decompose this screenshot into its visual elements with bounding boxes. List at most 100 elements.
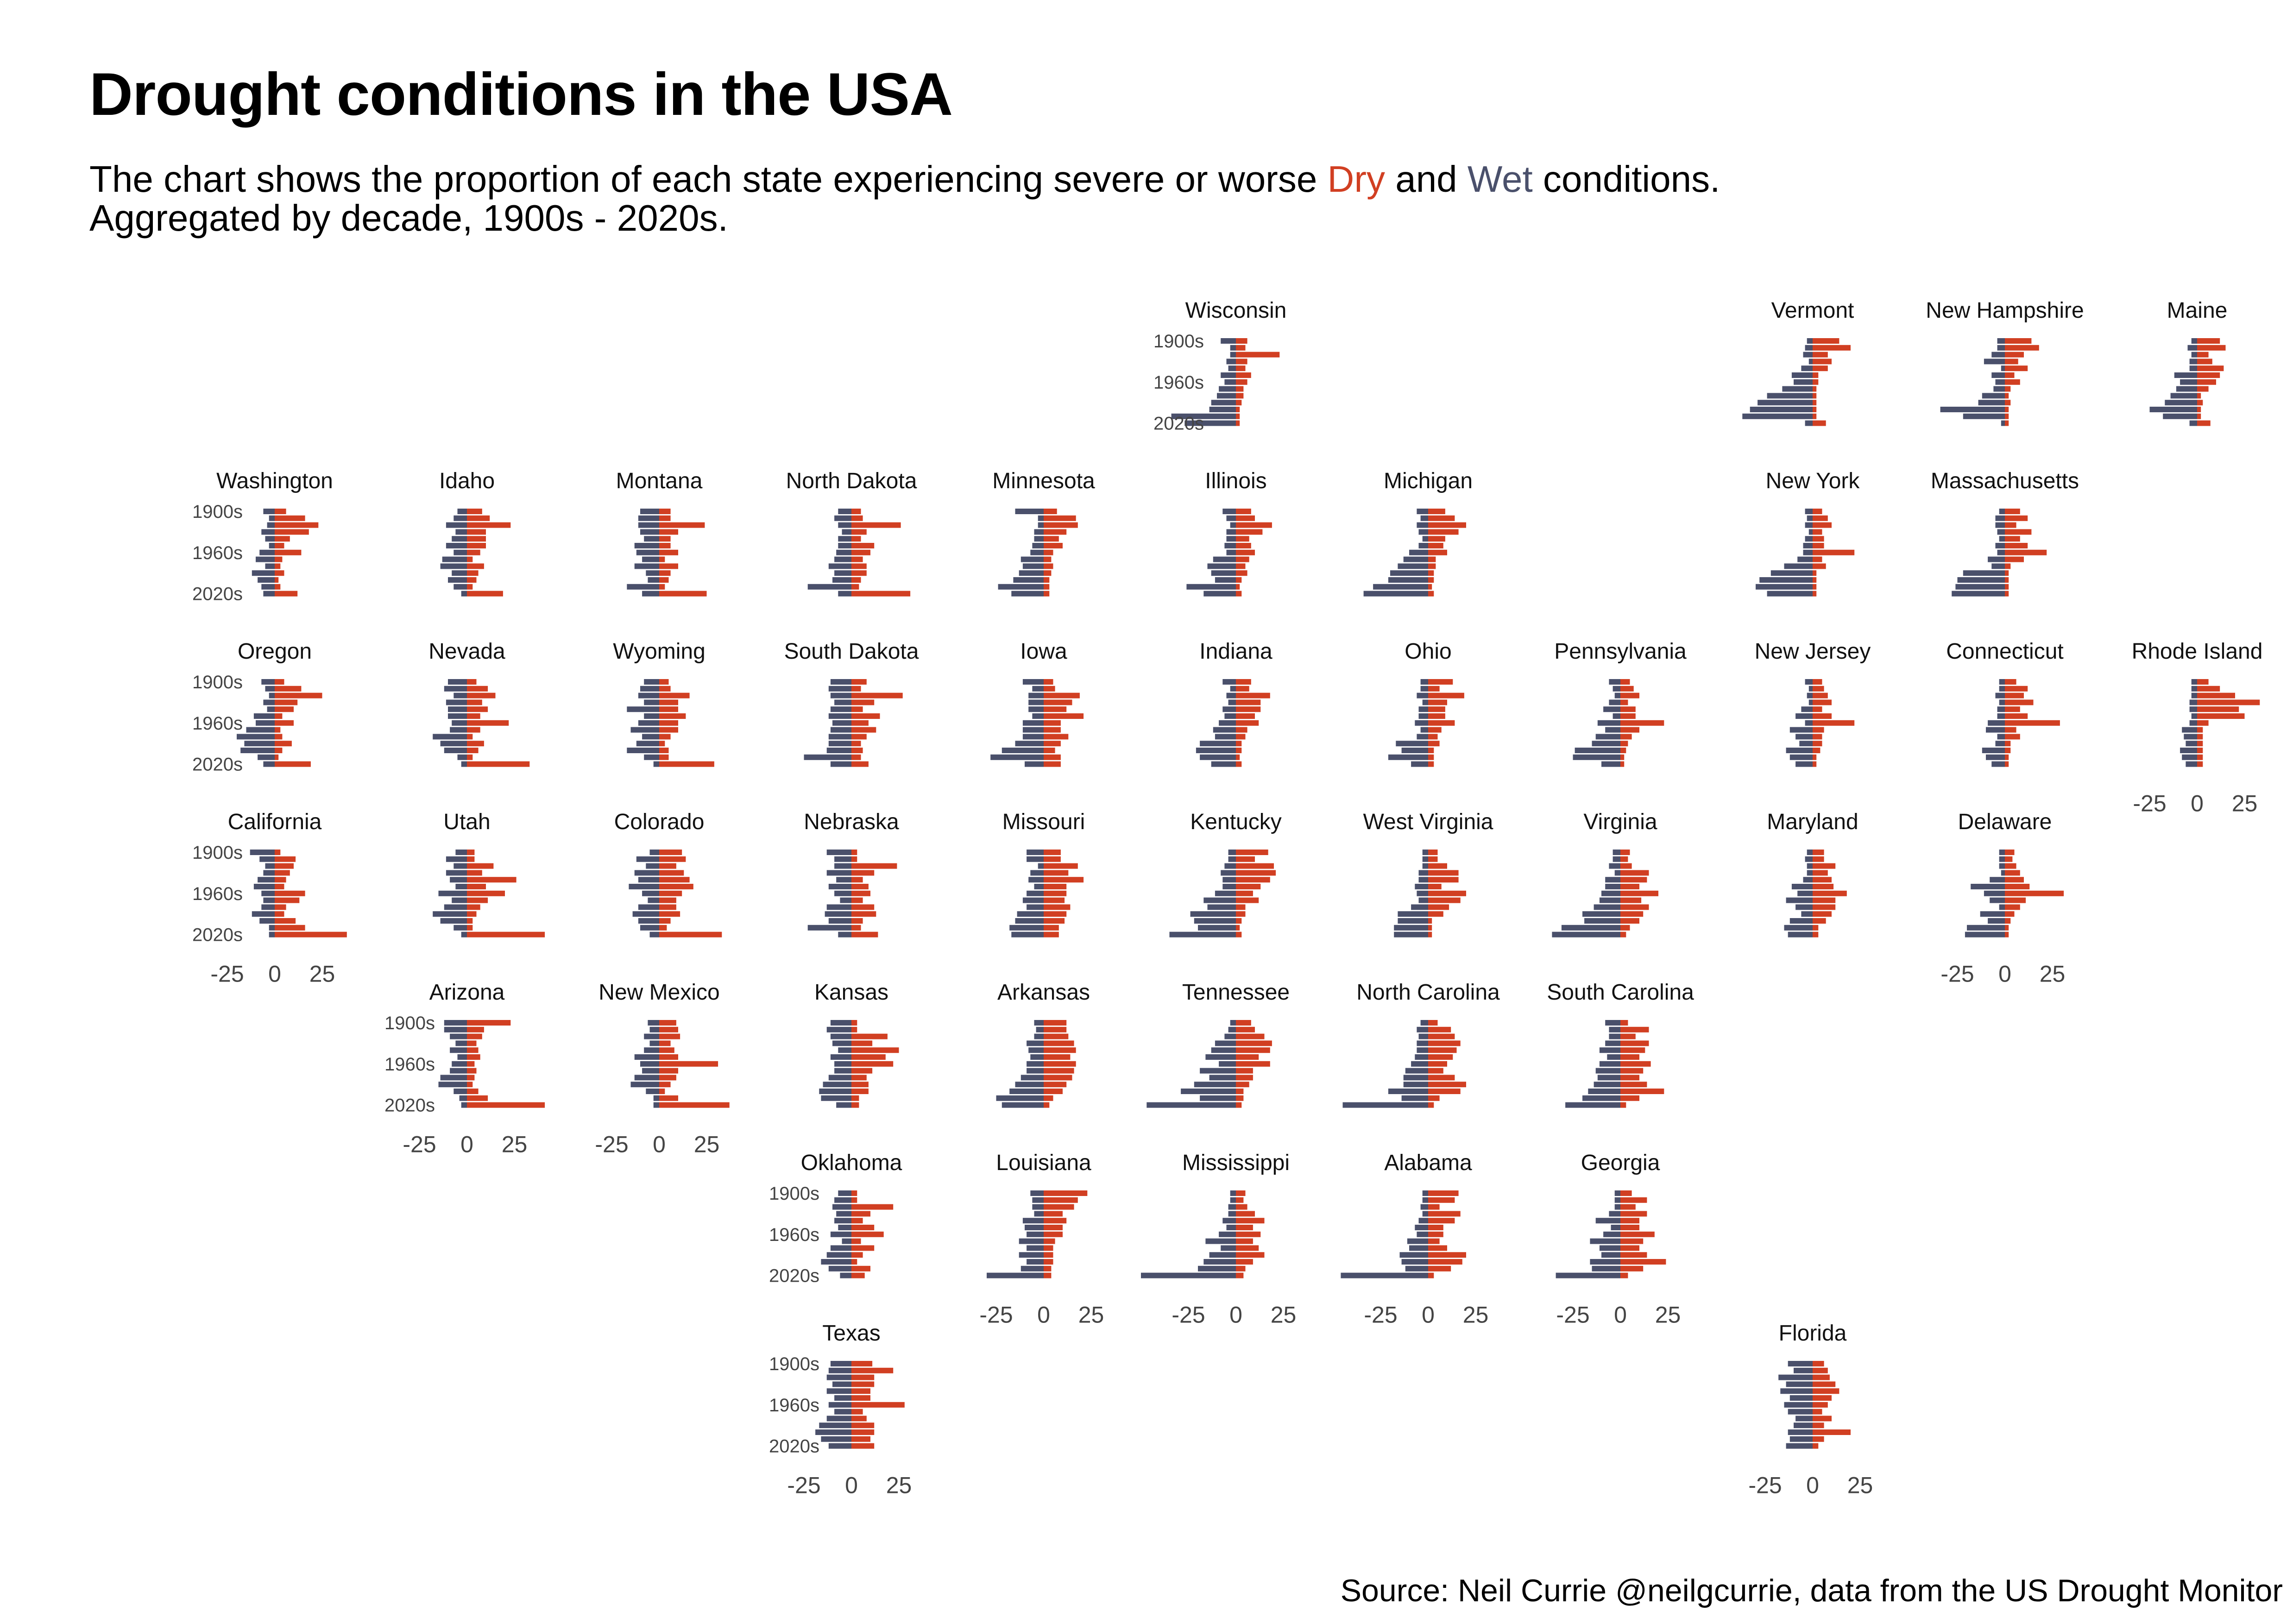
- bar-wet-virginia-2010s: [1561, 925, 1620, 931]
- bar-wet-idaho-1990s: [452, 570, 467, 576]
- bar-dry-new-hampshire-2020s: [2005, 420, 2009, 426]
- bar-dry-mississippi-1900s: [1236, 1190, 1246, 1196]
- bar-wet-maryland-1960s: [1797, 890, 1813, 896]
- x-tick-delaware-25: 25: [2040, 961, 2066, 987]
- bar-wet-new-hampshire-1960s: [1995, 379, 2005, 385]
- bar-wet-kansas-2010s: [821, 1095, 851, 1101]
- bar-dry-north-dakota-1900s: [851, 509, 861, 514]
- bar-dry-oregon-1980s: [275, 734, 283, 740]
- bar-dry-massachusetts-1950s: [2005, 543, 2028, 548]
- bar-wet-minnesota-1960s: [1030, 549, 1044, 555]
- bar-dry-wisconsin-1940s: [1236, 365, 1246, 371]
- bar-wet-washington-2000s: [258, 577, 275, 583]
- bar-wet-massachusetts-2010s: [1955, 584, 2005, 590]
- state-label-wyoming: Wyoming: [613, 639, 706, 664]
- bar-wet-minnesota-1910s: [1038, 515, 1044, 521]
- bar-dry-massachusetts-1920s: [2005, 522, 2016, 528]
- bar-dry-wisconsin-1990s: [1236, 400, 1242, 406]
- bar-dry-texas-2020s: [851, 1443, 875, 1449]
- bar-wet-maryland-1920s: [1807, 863, 1813, 869]
- dry-legend-word: Dry: [1327, 158, 1385, 200]
- bar-wet-pennsylvania-1960s: [1597, 720, 1620, 726]
- bar-dry-pennsylvania-1900s: [1620, 679, 1630, 685]
- bar-wet-missouri-1930s: [1030, 870, 1044, 876]
- bar-dry-arizona-1980s: [467, 1075, 475, 1081]
- bar-dry-oklahoma-2010s: [851, 1265, 870, 1272]
- bar-dry-georgia-1910s: [1620, 1197, 1647, 1203]
- bar-wet-new-mexico-1920s: [644, 1033, 659, 1039]
- bar-dry-florida-1990s: [1813, 1423, 1824, 1429]
- bar-wet-nevada-1920s: [454, 692, 467, 699]
- bar-dry-indiana-1910s: [1236, 686, 1249, 692]
- bar-dry-texas-1920s: [851, 1374, 875, 1380]
- bar-dry-delaware-1990s: [2005, 911, 2015, 917]
- bar-wet-wisconsin-1970s: [1219, 386, 1236, 392]
- bar-dry-georgia-1970s: [1620, 1238, 1644, 1244]
- bar-wet-iowa-1920s: [1028, 692, 1044, 699]
- bar-dry-north-dakota-1980s: [851, 563, 867, 569]
- bar-dry-maine-1920s: [2197, 352, 2209, 358]
- bar-wet-montana-1920s: [638, 522, 659, 528]
- bar-wet-nebraska-1990s: [825, 911, 851, 917]
- bar-dry-new-york-2010s: [1813, 584, 1817, 590]
- bar-wet-delaware-1950s: [1971, 884, 2005, 889]
- bar-wet-mississippi-2020s: [1141, 1272, 1236, 1278]
- bar-wet-texas-1900s: [830, 1361, 851, 1366]
- bar-dry-colorado-1910s: [659, 856, 686, 862]
- bar-wet-west-virginia-1920s: [1422, 863, 1428, 869]
- bar-wet-utah-1900s: [455, 850, 467, 855]
- bar-dry-texas-1980s: [851, 1416, 867, 1422]
- bar-wet-wyoming-1940s: [627, 706, 659, 712]
- bar-wet-indiana-1960s: [1219, 720, 1236, 726]
- bar-dry-california-1950s: [275, 884, 284, 889]
- bar-wet-new-york-1930s: [1808, 529, 1813, 535]
- bar-wet-tennessee-2010s: [1200, 1095, 1236, 1101]
- bar-dry-alabama-1910s: [1428, 1197, 1455, 1203]
- bar-wet-oklahoma-1970s: [842, 1238, 851, 1244]
- bar-dry-north-dakota-2020s: [851, 591, 911, 597]
- bar-wet-louisiana-1960s: [1027, 1231, 1044, 1237]
- bar-dry-arkansas-1970s: [1044, 1068, 1074, 1074]
- state-label-minnesota: Minnesota: [992, 469, 1095, 493]
- bar-dry-massachusetts-2020s: [2005, 591, 2009, 597]
- bar-wet-wisconsin-1990s: [1211, 400, 1236, 406]
- x-tick-new-mexico-0: 0: [653, 1131, 666, 1157]
- bar-dry-nevada-2000s: [467, 748, 479, 753]
- bar-wet-arizona-1960s: [452, 1061, 467, 1067]
- bar-dry-north-carolina-1990s: [1428, 1082, 1466, 1088]
- x-tick-texas--25: -25: [787, 1472, 820, 1498]
- bar-wet-new-jersey-2010s: [1789, 754, 1813, 760]
- bar-dry-oregon-2000s: [275, 748, 283, 753]
- bar-dry-west-virginia-1900s: [1428, 850, 1438, 855]
- bar-wet-wyoming-1920s: [638, 692, 659, 699]
- bar-dry-iowa-1970s: [1044, 727, 1061, 733]
- bar-dry-nevada-2020s: [467, 761, 530, 767]
- y-tick-california-2020s: 2020s: [192, 925, 243, 945]
- bar-dry-new-jersey-2000s: [1813, 748, 1821, 753]
- bar-dry-mississippi-1990s: [1236, 1252, 1265, 1258]
- bar-dry-nevada-1950s: [467, 713, 480, 719]
- bar-wet-rhode-island-1960s: [2189, 720, 2197, 726]
- bar-dry-maine-2020s: [2197, 420, 2211, 426]
- bar-dry-new-mexico-2000s: [659, 1089, 665, 1094]
- bar-wet-north-carolina-1980s: [1403, 1075, 1428, 1081]
- bar-dry-oregon-1990s: [275, 741, 292, 747]
- bar-wet-new-york-1980s: [1784, 563, 1813, 569]
- bar-dry-massachusetts-1910s: [2005, 515, 2028, 521]
- bar-dry-washington-1920s: [275, 522, 319, 528]
- bar-dry-vermont-1960s: [1813, 379, 1819, 385]
- bar-dry-iowa-1910s: [1044, 686, 1055, 692]
- bar-wet-new-york-1900s: [1805, 509, 1813, 514]
- bar-wet-michigan-1990s: [1390, 570, 1428, 576]
- bar-wet-colorado-2000s: [638, 918, 659, 924]
- bar-dry-oklahoma-1940s: [851, 1218, 863, 1224]
- bar-wet-virginia-1980s: [1594, 904, 1620, 910]
- bar-dry-montana-1970s: [659, 556, 665, 562]
- bar-wet-alabama-1910s: [1422, 1197, 1428, 1203]
- bar-wet-oregon-1930s: [263, 699, 275, 705]
- bar-dry-virginia-1930s: [1620, 870, 1649, 876]
- bar-wet-massachusetts-1910s: [1995, 515, 2005, 521]
- bar-dry-connecticut-1990s: [2005, 741, 2011, 747]
- bar-wet-utah-2020s: [461, 932, 467, 938]
- bar-wet-kansas-1970s: [834, 1068, 851, 1074]
